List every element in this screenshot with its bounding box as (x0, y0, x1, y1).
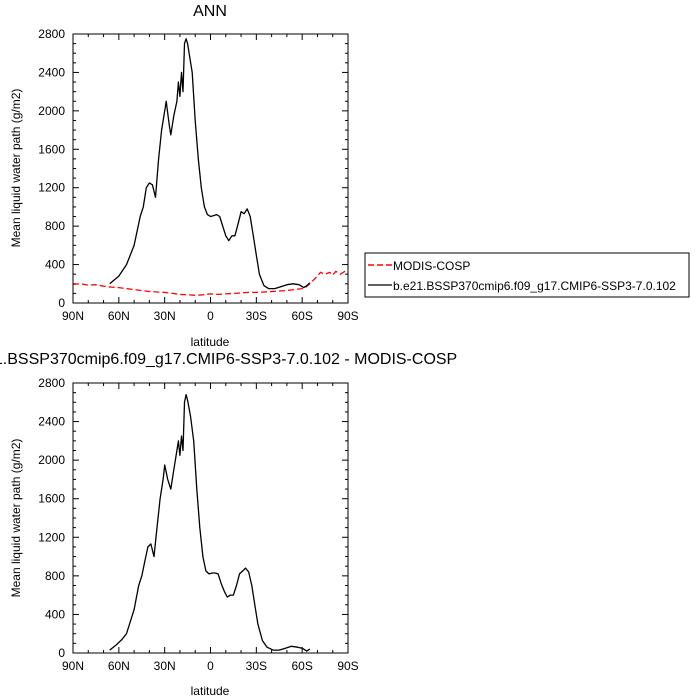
chart-top-xtick-label: 30S (246, 309, 267, 323)
chart-bottom-xtick-label: 30N (154, 659, 176, 673)
chart-top-ylabel: Mean liquid water path (g/m2) (9, 89, 23, 248)
chart-top-lines (72, 38, 349, 296)
chart-bottom-ylabel: Mean liquid water path (g/m2) (9, 439, 23, 598)
chart-top-xlabel: latitude (191, 335, 230, 349)
chart-bottom-ytick-label: 2800 (38, 376, 65, 390)
legend: MODIS-COSP b.e21.BSSP370cmip6.f09_g17.CM… (364, 252, 690, 298)
chart-top-ytick-label: 400 (45, 258, 65, 272)
chart-bottom-ytick-label: 1600 (38, 492, 65, 506)
chart-bottom-title: b.e21.BSSP370cmip6.f09_g17.CMIP6-SSP3-7.… (0, 351, 457, 368)
chart-top-xtick-label: 90S (337, 309, 358, 323)
chart-top-ytick-label: 1600 (38, 142, 65, 156)
chart-bottom-xtick-label: 60S (291, 659, 312, 673)
chart-top-series-line-0 (72, 270, 349, 296)
chart-bottom-series-line-0 (109, 393, 311, 652)
chart-top: ANN latitude Mean liquid water path (g/m… (9, 3, 359, 349)
chart-top-xtick-label: 30N (154, 309, 176, 323)
chart-top-ytick-label: 2400 (38, 65, 65, 79)
chart-top-series-line-1 (109, 38, 311, 290)
chart-bottom-xtick-label: 90S (337, 659, 358, 673)
chart-bottom-xtick-label: 30S (246, 659, 267, 673)
chart-top-ytick-label: 0 (58, 296, 65, 310)
chart-top-ytick-label: 1200 (38, 181, 65, 195)
chart-bottom-plot-frame (72, 382, 349, 654)
chart-bottom-ytick-label: 2000 (38, 453, 65, 467)
chart-bottom-ticks: 0 400 800 1200 1600 2000 2400 2800 90N 60N 30N 0 30S… (38, 376, 358, 673)
chart-bottom-ytick-label: 2400 (38, 415, 65, 429)
chart-top-xtick-label: 90N (62, 309, 84, 323)
chart-top-ytick-label: 800 (45, 219, 65, 233)
chart-bottom-xtick-label: 60N (108, 659, 130, 673)
chart-top-ytick-label: 2000 (38, 104, 65, 118)
chart-top-xtick-label: 60S (291, 309, 312, 323)
chart-bottom-xlabel: latitude (191, 684, 230, 698)
chart-bottom-xtick-label: 0 (207, 659, 214, 673)
legend-label-model: b.e21.BSSP370cmip6.f09_g17.CMIP6-SSP3-7.… (393, 279, 676, 293)
legend-label-modis: MODIS-COSP (393, 259, 470, 273)
chart-bottom-ytick-label: 0 (58, 646, 65, 660)
chart-bottom-ytick-label: 400 (45, 607, 65, 621)
chart-top-ytick-label: 2800 (38, 27, 65, 41)
chart-top-xtick-label: 0 (207, 309, 214, 323)
legend-box (364, 252, 690, 298)
chart-top-title: ANN (193, 3, 227, 20)
chart-bottom-ytick-label: 1200 (38, 530, 65, 544)
chart-bottom-lines (109, 393, 311, 652)
chart-top-xtick-label: 60N (108, 309, 130, 323)
chart-top-ticks: 0 400 800 1200 1600 2000 2400 2800 90N 60N 30N 0 30S… (38, 27, 358, 323)
chart-bottom-xtick-label: 90N (62, 659, 84, 673)
chart-bottom-ytick-label: 800 (45, 569, 65, 583)
chart-bottom: b.e21.BSSP370cmip6.f09_g17.CMIP6-SSP3-7.… (0, 351, 457, 698)
chart-top-plot-frame (72, 33, 349, 304)
